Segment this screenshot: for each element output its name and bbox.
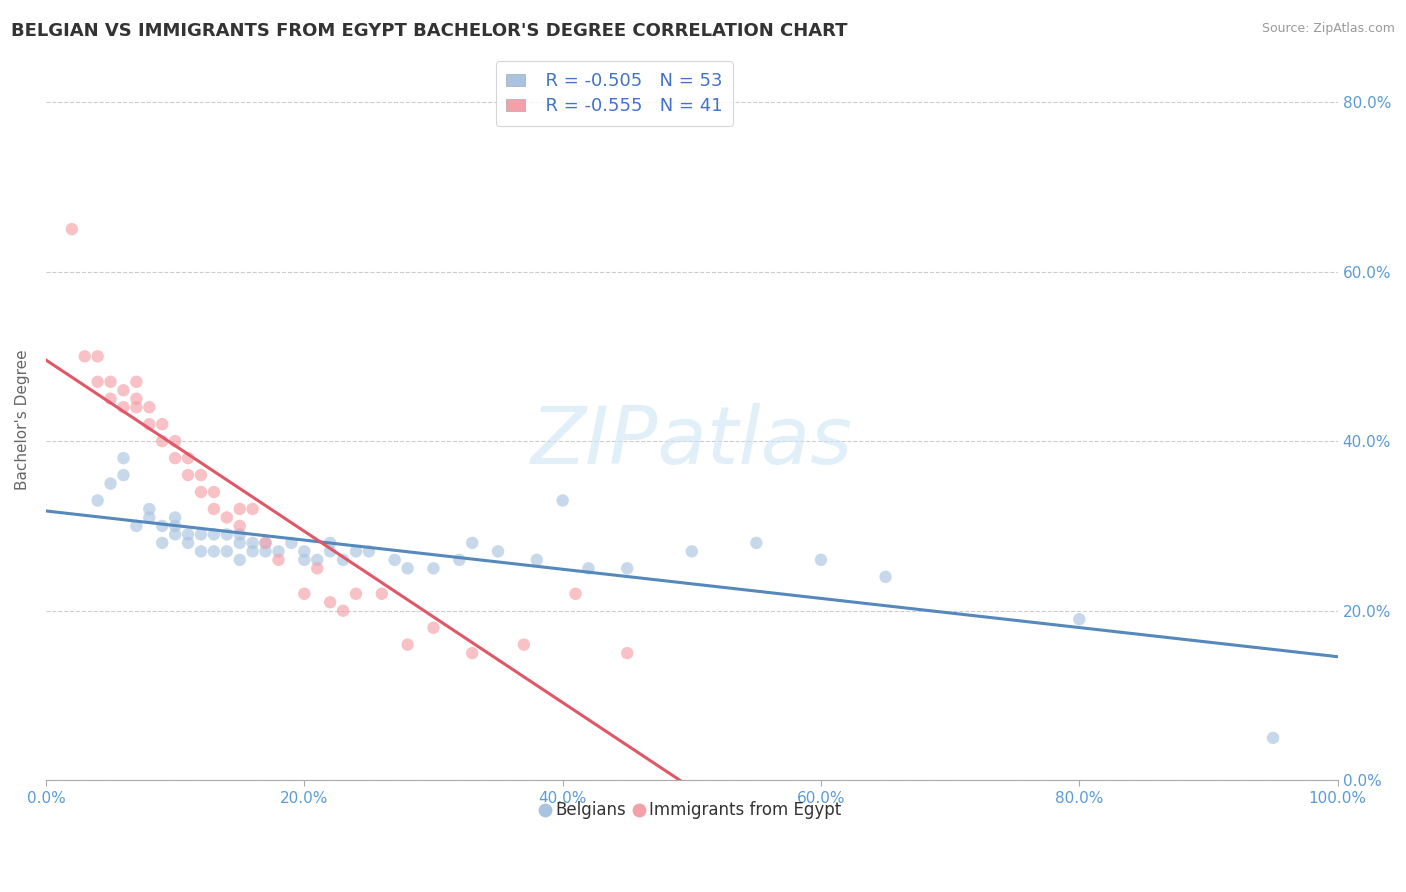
Point <box>190 544 212 558</box>
Point <box>228 527 250 541</box>
Point <box>745 536 768 550</box>
Point <box>292 553 315 567</box>
Point <box>319 536 342 550</box>
Point <box>112 468 135 483</box>
Point <box>228 536 250 550</box>
Point <box>449 553 471 567</box>
Point <box>165 451 187 466</box>
Point <box>461 536 484 550</box>
Point <box>215 544 238 558</box>
Point <box>307 561 329 575</box>
Point <box>292 544 315 558</box>
Point <box>60 222 83 236</box>
Point <box>357 544 380 558</box>
Point <box>461 646 484 660</box>
Point <box>150 519 173 533</box>
Point <box>228 502 250 516</box>
Point <box>384 553 406 567</box>
Point <box>177 527 200 541</box>
Point <box>371 587 394 601</box>
Point <box>190 468 212 483</box>
Point <box>513 638 536 652</box>
Point <box>526 553 548 567</box>
Point <box>242 544 264 558</box>
Point <box>254 536 277 550</box>
Text: Source: ZipAtlas.com: Source: ZipAtlas.com <box>1261 22 1395 36</box>
Point <box>125 392 148 406</box>
Point <box>344 544 367 558</box>
Point <box>422 561 444 575</box>
Point <box>681 544 703 558</box>
Point <box>228 519 250 533</box>
Point <box>215 510 238 524</box>
Point <box>228 553 250 567</box>
Point <box>242 536 264 550</box>
Point <box>177 451 200 466</box>
Point <box>551 493 574 508</box>
Point <box>138 417 160 432</box>
Point <box>138 510 160 524</box>
Point <box>616 561 638 575</box>
Text: ZIPatlas: ZIPatlas <box>530 402 853 481</box>
Point <box>616 646 638 660</box>
Point <box>319 544 342 558</box>
Point <box>292 587 315 601</box>
Point <box>125 519 148 533</box>
Point <box>332 604 354 618</box>
Point <box>150 536 173 550</box>
Point <box>73 350 96 364</box>
Point <box>280 536 302 550</box>
Point <box>202 485 225 500</box>
Point <box>150 417 173 432</box>
Point <box>112 451 135 466</box>
Point <box>307 553 329 567</box>
Point <box>254 544 277 558</box>
Point <box>267 544 290 558</box>
Point <box>100 392 122 406</box>
Point <box>254 536 277 550</box>
Point <box>138 502 160 516</box>
Point <box>86 493 108 508</box>
Point <box>1261 731 1284 745</box>
Point <box>177 536 200 550</box>
Point <box>332 553 354 567</box>
Point <box>267 553 290 567</box>
Point <box>578 561 600 575</box>
Point <box>125 375 148 389</box>
Point <box>202 527 225 541</box>
Point <box>486 544 509 558</box>
Point <box>396 638 419 652</box>
Point <box>344 587 367 601</box>
Point <box>112 384 135 398</box>
Point <box>319 595 342 609</box>
Text: BELGIAN VS IMMIGRANTS FROM EGYPT BACHELOR'S DEGREE CORRELATION CHART: BELGIAN VS IMMIGRANTS FROM EGYPT BACHELO… <box>11 22 848 40</box>
Point <box>150 434 173 449</box>
Point <box>422 621 444 635</box>
Legend: Belgians, Immigrants from Egypt: Belgians, Immigrants from Egypt <box>536 795 848 826</box>
Point <box>242 502 264 516</box>
Point <box>112 401 135 415</box>
Point <box>202 544 225 558</box>
Point <box>165 519 187 533</box>
Point <box>564 587 586 601</box>
Point <box>190 527 212 541</box>
Point <box>190 485 212 500</box>
Point <box>202 502 225 516</box>
Point <box>875 570 897 584</box>
Point <box>165 527 187 541</box>
Point <box>100 375 122 389</box>
Point <box>125 401 148 415</box>
Point <box>86 350 108 364</box>
Point <box>396 561 419 575</box>
Y-axis label: Bachelor's Degree: Bachelor's Degree <box>15 350 30 491</box>
Point <box>177 468 200 483</box>
Point <box>215 527 238 541</box>
Point <box>100 476 122 491</box>
Point <box>138 401 160 415</box>
Point <box>86 375 108 389</box>
Point <box>165 510 187 524</box>
Point <box>1069 612 1091 626</box>
Point <box>165 434 187 449</box>
Point <box>810 553 832 567</box>
